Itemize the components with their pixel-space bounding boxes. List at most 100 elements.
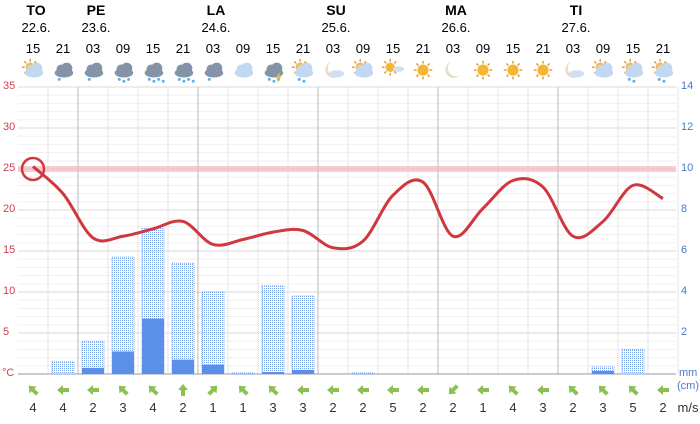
wind-speed: 2	[179, 400, 187, 415]
precip-max-bar	[261, 285, 285, 375]
wind-arrow-icon	[593, 383, 613, 397]
day-date: 23.6.	[81, 20, 111, 35]
precip-axis-tick: 2	[681, 326, 688, 338]
wind-arrow-icon	[53, 383, 73, 397]
temp-unit: °C	[2, 367, 15, 379]
temp-axis-tick: 15	[3, 244, 16, 256]
precip-max-bar	[351, 372, 375, 375]
wind-arrow-icon	[323, 383, 343, 397]
precip-bar	[112, 351, 134, 374]
hour-label: 09	[355, 41, 371, 56]
precip-axis-tick: 14	[681, 80, 694, 92]
precip-max-bar	[111, 256, 135, 375]
wind-arrow-icon	[203, 383, 223, 397]
wind-speed: 2	[659, 400, 667, 415]
hour-label: 09	[235, 41, 251, 56]
wind-speed: 1	[209, 400, 217, 415]
day-name: LA	[206, 2, 226, 18]
cloud-heavy-rain-weather-icon	[139, 58, 167, 84]
wind-arrow-icon	[623, 383, 643, 397]
temperature-line	[31, 165, 664, 251]
temp-axis-tick: 20	[3, 203, 16, 215]
sun-weather-icon	[469, 58, 497, 84]
day-date: 27.6.	[561, 20, 591, 35]
wind-arrow-icon	[233, 383, 253, 397]
day-name: TO	[26, 2, 46, 18]
precip-max-bar	[171, 262, 195, 375]
wind-arrow-icon	[143, 383, 163, 397]
cloud-light-rain-weather-icon	[49, 58, 77, 84]
temp-axis-tick: 25	[3, 162, 16, 174]
hour-label: 03	[565, 41, 581, 56]
hour-label: 09	[475, 41, 491, 56]
wind-speed: 2	[89, 400, 97, 415]
wind-speed: 3	[539, 400, 547, 415]
precip-max-bar	[81, 340, 105, 375]
hour-label: 15	[145, 41, 161, 56]
hour-label: 15	[385, 41, 401, 56]
sun-weather-icon	[499, 58, 527, 84]
wind-unit: m/s	[677, 400, 699, 415]
hour-label: 03	[445, 41, 461, 56]
wind-arrow-icon	[263, 383, 283, 397]
day-name: MA	[445, 2, 467, 18]
sun-cloud-rain-weather-icon	[289, 58, 317, 84]
sun-cloud-weather-icon	[349, 58, 377, 84]
wind-speed: 5	[389, 400, 397, 415]
day-name: TI	[569, 2, 583, 18]
precip-axis-tick: 6	[681, 244, 688, 256]
precip-axis-tick: 8	[681, 203, 688, 215]
wind-arrow-icon	[83, 383, 103, 397]
hour-label: 15	[25, 41, 41, 56]
cloud-thunder-rain-weather-icon	[259, 58, 287, 84]
current-temp-marker	[20, 156, 46, 182]
sun-cloud-weather-icon	[589, 58, 617, 84]
temp-axis-tick: 30	[3, 121, 16, 133]
precip-max-bar	[51, 361, 75, 375]
moon-cloud-weather-icon	[559, 58, 587, 84]
wind-speed: 4	[29, 400, 37, 415]
sun-cloud-weather-icon	[19, 58, 47, 84]
hour-label: 09	[115, 41, 131, 56]
wind-speed: 1	[479, 400, 487, 415]
day-date: 22.6.	[21, 20, 51, 35]
reference-line	[18, 166, 676, 172]
precip-max-bar	[621, 348, 645, 375]
precip-axis-tick: 4	[681, 285, 688, 297]
wind-arrow-icon	[173, 383, 193, 397]
wind-speed: 3	[599, 400, 607, 415]
wind-arrow-icon	[413, 383, 433, 397]
day-date: 24.6.	[201, 20, 231, 35]
wind-arrow-icon	[293, 383, 313, 397]
wind-speed: 5	[629, 400, 637, 415]
sun-cloud-rain-weather-icon	[619, 58, 647, 84]
wind-arrow-icon	[653, 383, 673, 397]
hour-label: 21	[295, 41, 311, 56]
wind-arrow-icon	[533, 383, 553, 397]
precip-unit-alt: (cm)	[677, 380, 699, 392]
hour-label: 21	[535, 41, 551, 56]
wind-arrow-icon	[353, 383, 373, 397]
wind-speed: 2	[569, 400, 577, 415]
precip-bar	[292, 369, 314, 374]
hour-label: 21	[175, 41, 191, 56]
hour-label: 09	[595, 41, 611, 56]
moon-weather-icon	[439, 58, 467, 84]
hour-label: 21	[415, 41, 431, 56]
precip-bar	[592, 370, 614, 374]
day-date: 26.6.	[441, 20, 471, 35]
precip-bar	[262, 371, 284, 374]
cloud-rain-weather-icon	[109, 58, 137, 84]
wind-arrow-icon	[23, 383, 43, 397]
wind-arrow-icon	[563, 383, 583, 397]
cloud-heavy-rain-weather-icon	[169, 58, 197, 84]
sun-small-cloud-weather-icon	[379, 58, 407, 84]
wind-speed: 2	[419, 400, 427, 415]
wind-speed: 2	[449, 400, 457, 415]
cloud-weather-icon	[229, 58, 257, 84]
sun-weather-icon	[529, 58, 557, 84]
wind-speed: 4	[59, 400, 67, 415]
day-name: PE	[86, 2, 106, 18]
wind-speed: 2	[329, 400, 337, 415]
